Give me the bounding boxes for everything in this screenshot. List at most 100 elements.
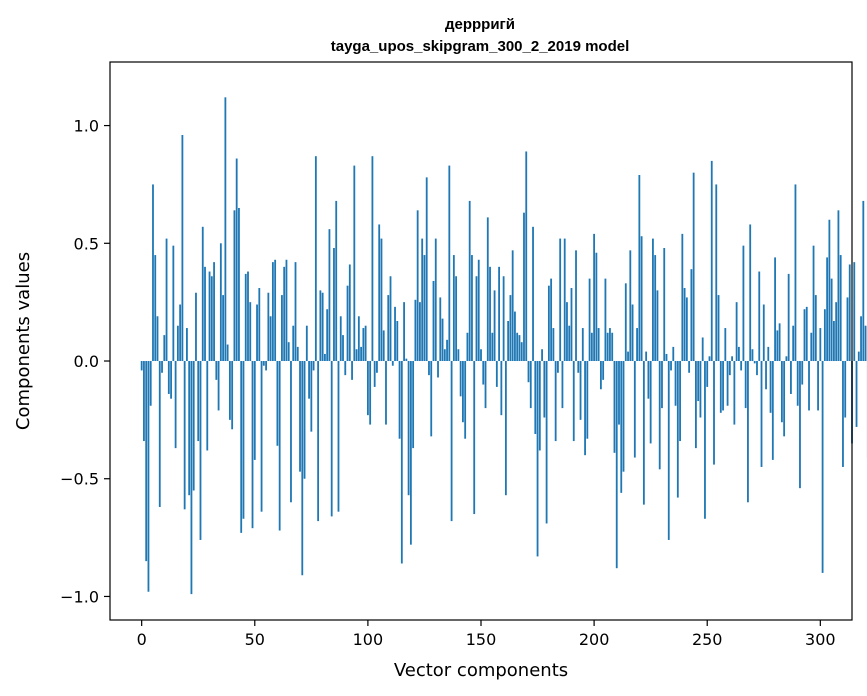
bar-186 — [561, 361, 564, 409]
bar-134 — [443, 349, 446, 362]
bar-239 — [681, 233, 684, 362]
bar-258 — [724, 328, 727, 362]
bar-126 — [425, 177, 428, 362]
bar-226 — [652, 238, 654, 362]
bar-228 — [656, 290, 659, 362]
bar-291 — [799, 361, 801, 489]
bar-84 — [330, 361, 333, 517]
bar-79 — [319, 290, 322, 362]
bar-173 — [532, 226, 534, 362]
bar-18 — [181, 134, 184, 362]
bar-59 — [274, 259, 277, 362]
bar-299 — [817, 361, 819, 411]
bar-315 — [853, 262, 856, 362]
x-axis-ticks: 0 50 100 150 200 250 300 — [137, 620, 836, 649]
bar-136 — [448, 165, 451, 362]
bar-167 — [518, 335, 521, 362]
bar-111 — [391, 361, 394, 366]
bar-176 — [538, 361, 541, 451]
bar-142 — [462, 361, 464, 423]
bar-41 — [233, 210, 236, 362]
bar-110 — [389, 276, 392, 362]
bar-200 — [593, 233, 596, 362]
bar-125 — [423, 255, 426, 362]
bar-157 — [495, 361, 498, 387]
bars-group — [140, 97, 867, 595]
bar-319 — [862, 200, 865, 362]
bar-81 — [324, 353, 326, 362]
bar-302 — [823, 309, 826, 362]
bar-14 — [172, 245, 175, 362]
bar-113 — [396, 320, 399, 362]
bar-188 — [566, 302, 568, 362]
bar-100 — [366, 361, 369, 416]
bar-297 — [812, 245, 815, 362]
bar-243 — [690, 269, 693, 362]
bar-190 — [570, 288, 573, 362]
bar-114 — [398, 361, 401, 439]
bar-67 — [292, 325, 295, 362]
bar-204 — [602, 361, 605, 380]
bar-93 — [351, 361, 353, 380]
bar-76 — [312, 361, 315, 371]
bar-148 — [475, 276, 478, 362]
bar-44 — [240, 361, 243, 533]
bar-269 — [749, 224, 752, 362]
bar-102 — [371, 156, 374, 362]
bar-71 — [301, 361, 304, 576]
bar-246 — [697, 361, 700, 402]
bar-128 — [430, 361, 433, 437]
bar-85 — [333, 248, 335, 362]
bar-196 — [584, 361, 586, 456]
bar-106 — [380, 238, 383, 362]
bar-69 — [296, 346, 299, 362]
bar-213 — [622, 361, 625, 472]
bar-276 — [765, 361, 767, 390]
bar-146 — [471, 255, 473, 362]
bar-36 — [222, 295, 225, 362]
bar-180 — [547, 285, 550, 362]
bar-45 — [242, 361, 245, 519]
bar-32 — [213, 262, 215, 362]
bar-189 — [568, 325, 571, 362]
bar-17 — [179, 304, 182, 362]
bar-64 — [285, 259, 288, 362]
bar-98 — [362, 328, 365, 362]
bar-119 — [409, 361, 412, 545]
bar-105 — [378, 224, 381, 362]
bar-78 — [317, 361, 320, 522]
bar-286 — [787, 273, 790, 362]
bar-249 — [704, 361, 706, 519]
bar-295 — [808, 361, 810, 411]
bar-51 — [256, 304, 258, 362]
bar-48 — [249, 302, 252, 362]
bar-256 — [719, 361, 722, 413]
bar-272 — [756, 361, 758, 376]
bar-287 — [790, 361, 792, 394]
bar-300 — [819, 328, 822, 362]
bar-86 — [335, 200, 338, 362]
bar-15 — [174, 361, 177, 449]
bar-178 — [543, 361, 546, 418]
bar-123 — [419, 302, 421, 362]
y-axis-label: Components values — [13, 252, 34, 430]
bar-9 — [161, 361, 163, 373]
bar-306 — [833, 320, 835, 362]
bar-83 — [328, 229, 331, 362]
bar-107 — [382, 330, 385, 362]
bar-233 — [667, 361, 670, 540]
bar-55 — [265, 361, 267, 371]
bar-177 — [541, 349, 543, 362]
bar-235 — [672, 346, 675, 362]
bar-66 — [290, 361, 292, 503]
bar-5 — [152, 184, 154, 362]
bar-298 — [814, 295, 817, 362]
y-tick-label: 1.0 — [74, 117, 99, 136]
bar-24 — [195, 292, 197, 362]
bar-63 — [283, 266, 286, 362]
bar-160 — [502, 276, 505, 362]
x-tick-label: 0 — [137, 630, 147, 649]
bar-91 — [346, 285, 349, 362]
bar-257 — [722, 361, 724, 411]
bar-27 — [201, 226, 204, 362]
